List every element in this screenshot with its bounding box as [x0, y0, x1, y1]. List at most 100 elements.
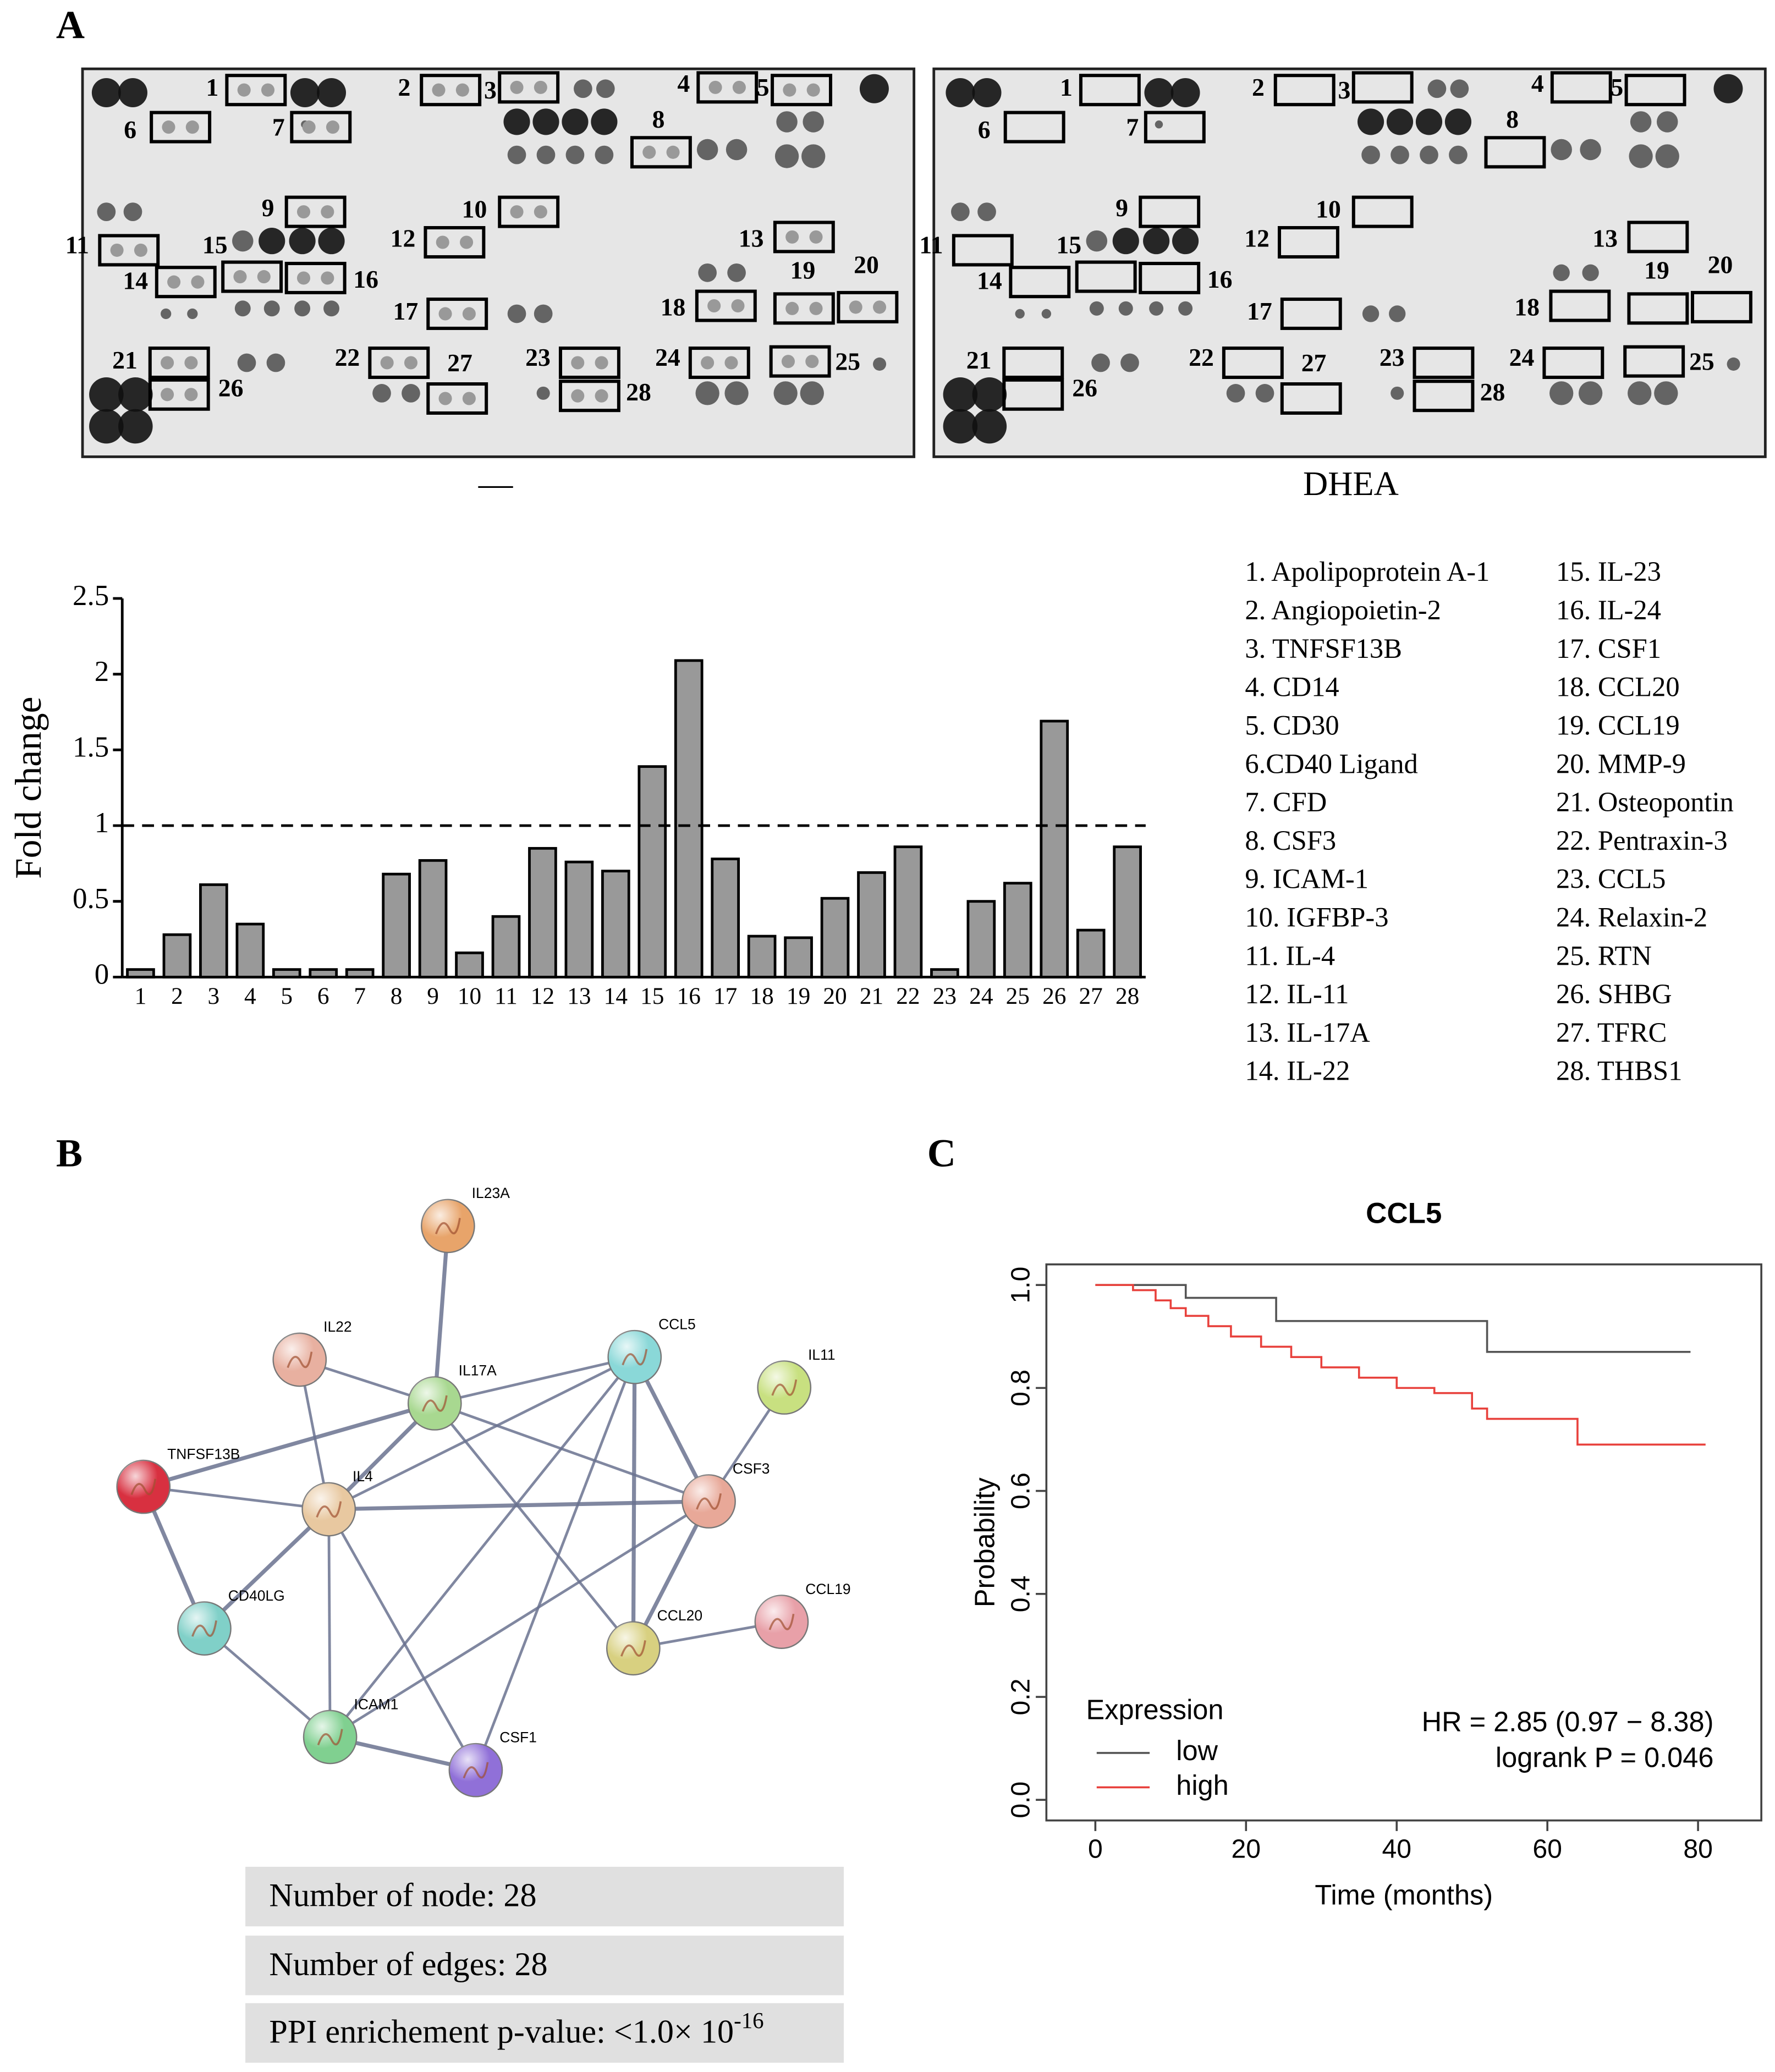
spot — [1155, 120, 1163, 129]
spot-box — [284, 195, 347, 228]
x-tick-label: 60 — [1532, 1834, 1562, 1864]
spot — [380, 356, 394, 370]
protein-name: 2. Angiopoietin-2 — [1245, 595, 1441, 625]
spot-box — [1280, 297, 1342, 330]
edge — [432, 1225, 450, 1404]
spot — [1144, 78, 1174, 107]
node-structure — [287, 1351, 313, 1368]
spot-label: 23 — [1380, 343, 1405, 371]
condition-label: DHEA — [1303, 464, 1399, 503]
spot-box — [952, 234, 1014, 267]
node-label: CCL19 — [805, 1581, 850, 1597]
spot-box — [1627, 221, 1689, 254]
spot-label: 24 — [655, 343, 680, 371]
spot-label: 19 — [1644, 256, 1669, 284]
spot — [972, 409, 1007, 444]
spot-box — [1003, 111, 1065, 144]
spot — [162, 120, 175, 134]
x-tick-label: 8 — [391, 983, 403, 1009]
spot — [859, 74, 889, 103]
spot — [294, 300, 311, 317]
spot — [1170, 78, 1200, 107]
spot — [289, 228, 316, 255]
table-row — [245, 1936, 844, 1996]
spot — [438, 392, 452, 405]
spot — [534, 80, 547, 94]
spot-box — [696, 71, 759, 104]
x-tick-label: 4 — [244, 983, 256, 1009]
spot-box — [1009, 266, 1071, 299]
spot — [118, 377, 153, 412]
protein-name: 4. CD14 — [1245, 672, 1339, 702]
spot-box — [1139, 261, 1201, 294]
edge — [142, 1401, 436, 1489]
spot — [977, 202, 996, 221]
panel-label: B — [56, 1131, 83, 1175]
y-tick-label: 0.4 — [1006, 1575, 1036, 1612]
spot-box — [558, 347, 620, 380]
spot-label: 26 — [218, 374, 244, 402]
spot — [110, 243, 124, 257]
protein-name: 28. THBS1 — [1556, 1056, 1682, 1086]
spot — [187, 308, 198, 320]
spot — [574, 79, 592, 98]
spot-label: 12 — [1244, 224, 1270, 252]
spot-box — [773, 221, 835, 254]
spot — [727, 263, 746, 282]
x-tick-label: 12 — [531, 983, 554, 1009]
spot-label: 2 — [1252, 73, 1265, 101]
spot-box — [420, 74, 482, 107]
spot — [591, 108, 618, 135]
spot-label: 5 — [1611, 73, 1623, 101]
spot-box — [1075, 260, 1137, 293]
spot — [951, 202, 970, 221]
spot — [642, 145, 656, 159]
panel-label: A — [56, 3, 85, 47]
bar — [235, 922, 265, 979]
spot — [436, 235, 449, 249]
spot-label: 4 — [1531, 69, 1544, 97]
membrane-frame — [932, 67, 1767, 458]
spot — [233, 270, 247, 284]
spot — [1629, 144, 1653, 168]
x-tick-label: 10 — [458, 983, 481, 1009]
spot — [259, 228, 285, 255]
spot-box — [225, 74, 287, 107]
spot — [1549, 381, 1574, 405]
spot-box — [695, 289, 757, 322]
spot — [302, 120, 316, 134]
spot-label: 14 — [977, 267, 1002, 295]
x-tick-label: 23 — [933, 983, 957, 1009]
x-tick-label: 11 — [494, 983, 518, 1009]
spot — [698, 263, 717, 282]
spot — [318, 228, 345, 255]
spot-box — [1079, 74, 1141, 107]
annotation: logrank P = 0.046 — [1496, 1741, 1714, 1773]
edge — [433, 1402, 635, 1650]
spot-box — [1280, 382, 1342, 415]
node-structure — [620, 1640, 646, 1657]
table-cell: Number of node: 28 — [269, 1877, 536, 1914]
x-tick-label: 14 — [604, 983, 628, 1009]
x-tick-label: 5 — [281, 983, 293, 1009]
y-tick-label: 0.8 — [1006, 1370, 1036, 1406]
x-tick-label: 16 — [677, 983, 701, 1009]
spot — [191, 275, 205, 289]
spot-box — [498, 195, 560, 228]
spot-box — [837, 290, 899, 323]
bar — [893, 845, 923, 979]
spot-label: 8 — [652, 105, 665, 133]
node-structure — [696, 1493, 722, 1510]
spot — [1551, 139, 1572, 161]
x-tick-label: 17 — [713, 983, 737, 1009]
protein-name: 15. IL-23 — [1556, 556, 1661, 587]
protein-name: 19. CCL19 — [1556, 710, 1680, 740]
table-row — [245, 2003, 844, 2063]
node-structure — [130, 1479, 157, 1496]
spot — [800, 381, 824, 405]
bar — [162, 933, 192, 979]
x-tick-label: 3 — [208, 983, 220, 1009]
spot-label: 28 — [1480, 378, 1505, 406]
spot — [234, 300, 251, 317]
